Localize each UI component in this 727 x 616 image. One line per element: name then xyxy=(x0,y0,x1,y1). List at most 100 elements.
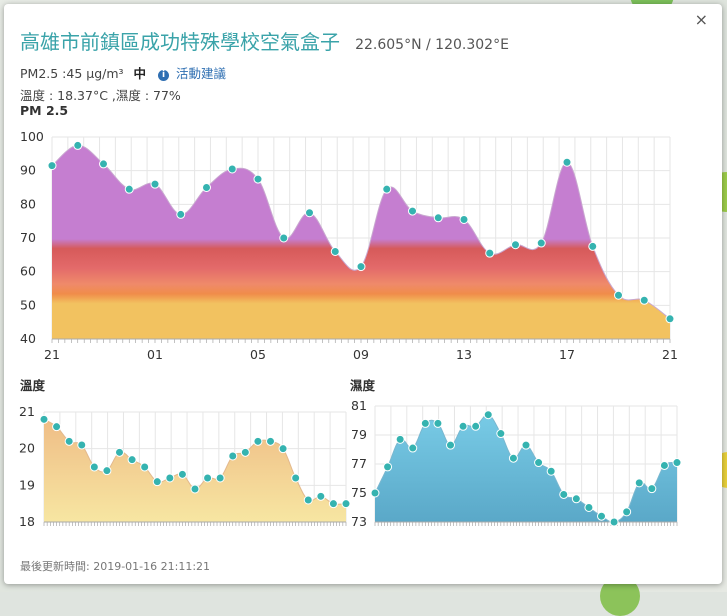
data-point xyxy=(534,458,544,468)
x-tick-label: 05 xyxy=(250,347,266,362)
station-title: 高雄市前鎮區成功特殊學校空氣盒子 xyxy=(20,30,340,54)
data-point xyxy=(127,455,137,465)
data-point xyxy=(341,499,351,509)
data-point xyxy=(559,489,569,499)
data-point xyxy=(52,422,62,432)
data-point xyxy=(420,418,430,428)
data-point xyxy=(77,440,87,450)
data-point xyxy=(370,488,380,498)
data-point xyxy=(165,473,175,483)
y-tick-label: 100 xyxy=(20,129,44,144)
data-point xyxy=(383,462,393,472)
pm-summary: PM2.5 :45 μg/m³ 中 i 活動建議 xyxy=(20,63,226,82)
data-point xyxy=(330,246,340,256)
data-point xyxy=(508,453,518,463)
activity-advice-link[interactable]: 活動建議 xyxy=(176,66,227,81)
data-point xyxy=(150,179,160,189)
data-point xyxy=(483,410,493,420)
humidity-chart-title: 濕度 xyxy=(350,378,376,393)
data-point xyxy=(227,164,237,174)
data-point xyxy=(253,436,263,446)
data-point xyxy=(73,140,83,150)
data-point xyxy=(266,436,275,446)
station-coordinates: 22.605°N / 120.302°E xyxy=(355,37,509,53)
y-tick-label: 77 xyxy=(351,456,367,471)
data-point xyxy=(395,434,405,444)
temperature-chart-title: 溫度 xyxy=(20,378,46,393)
data-point xyxy=(305,208,314,218)
y-tick-label: 20 xyxy=(19,441,35,456)
y-tick-label: 21 xyxy=(19,404,35,419)
air-box-popup: × 高雄市前鎮區成功特殊學校空氣盒子 22.605°N / 120.302°E … xyxy=(4,4,722,584)
x-tick-label: 21 xyxy=(662,347,678,362)
data-point xyxy=(382,184,392,194)
data-point xyxy=(228,451,238,461)
data-point xyxy=(152,477,162,487)
data-point xyxy=(584,503,594,512)
data-point xyxy=(634,478,644,488)
data-point xyxy=(140,462,150,472)
data-point xyxy=(408,443,418,453)
x-tick-label: 21 xyxy=(44,347,60,362)
y-tick-label: 79 xyxy=(351,427,367,442)
data-point xyxy=(458,421,468,431)
data-point xyxy=(665,314,675,324)
data-point xyxy=(64,436,74,446)
info-icon[interactable]: i xyxy=(158,70,170,81)
data-point xyxy=(89,462,99,472)
data-point xyxy=(485,248,495,258)
area-fill xyxy=(375,414,677,523)
area-fill xyxy=(44,419,346,522)
data-point xyxy=(176,209,186,219)
data-point xyxy=(622,507,632,517)
y-tick-label: 60 xyxy=(20,264,36,279)
data-point xyxy=(316,491,326,501)
data-point xyxy=(202,183,211,192)
data-point xyxy=(446,440,455,450)
data-point xyxy=(536,238,546,248)
data-point xyxy=(99,159,108,169)
data-point xyxy=(278,444,288,454)
data-point xyxy=(39,414,49,424)
x-tick-label: 09 xyxy=(353,347,369,362)
data-point xyxy=(521,440,531,450)
data-point xyxy=(190,484,200,494)
data-point xyxy=(203,473,213,483)
data-point xyxy=(124,184,134,194)
area-fill xyxy=(52,145,670,339)
data-point xyxy=(328,499,338,509)
data-point xyxy=(102,466,112,476)
y-tick-label: 50 xyxy=(20,297,36,312)
y-tick-label: 19 xyxy=(19,477,35,492)
close-icon[interactable]: × xyxy=(694,10,708,29)
data-point xyxy=(647,484,657,494)
humidity-chart: 73 75 77 79 81 xyxy=(351,398,682,527)
data-point xyxy=(240,447,250,457)
data-point xyxy=(597,511,606,521)
x-tick-label: 01 xyxy=(147,347,163,362)
data-point xyxy=(303,495,313,505)
last-updated: 最後更新時間: 2019-01-16 21:11:21 xyxy=(20,560,211,573)
data-point xyxy=(511,240,520,250)
data-point xyxy=(609,517,619,527)
pm-level: 中 xyxy=(133,66,147,81)
data-point xyxy=(47,161,57,171)
data-point xyxy=(562,157,572,167)
data-point xyxy=(115,447,124,457)
data-point xyxy=(253,174,263,184)
popup-header: 高雄市前鎮區成功特殊學校空氣盒子 22.605°N / 120.302°E xyxy=(20,26,509,55)
data-point xyxy=(639,295,649,305)
data-point xyxy=(177,469,187,479)
y-tick-label: 18 xyxy=(19,514,35,527)
data-point xyxy=(614,290,623,300)
weather-summary: 溫度 : 18.37°C ,濕度 : 77% xyxy=(20,88,181,103)
data-point xyxy=(408,206,417,216)
y-tick-label: 73 xyxy=(351,514,367,527)
data-point xyxy=(659,460,669,470)
x-tick-label: 13 xyxy=(456,347,472,362)
data-point xyxy=(459,214,469,224)
pm-chart-title: PM 2.5 xyxy=(20,103,69,118)
y-tick-label: 70 xyxy=(20,230,36,245)
pm-reading: PM2.5 :45 μg/m³ xyxy=(20,66,124,81)
y-tick-label: 40 xyxy=(20,331,36,346)
